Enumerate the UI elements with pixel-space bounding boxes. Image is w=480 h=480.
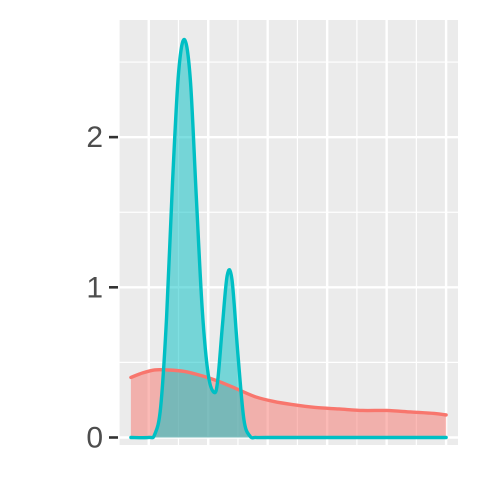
density-line-0 [129,367,448,417]
y-tick-label-0: 0 [86,421,103,454]
y-tick-label-2: 2 [86,121,103,154]
y-tick-label-1: 1 [86,271,103,304]
y-axis: 0 1 2 [86,121,118,454]
density-line-1 [129,37,448,440]
density-series [129,37,448,440]
